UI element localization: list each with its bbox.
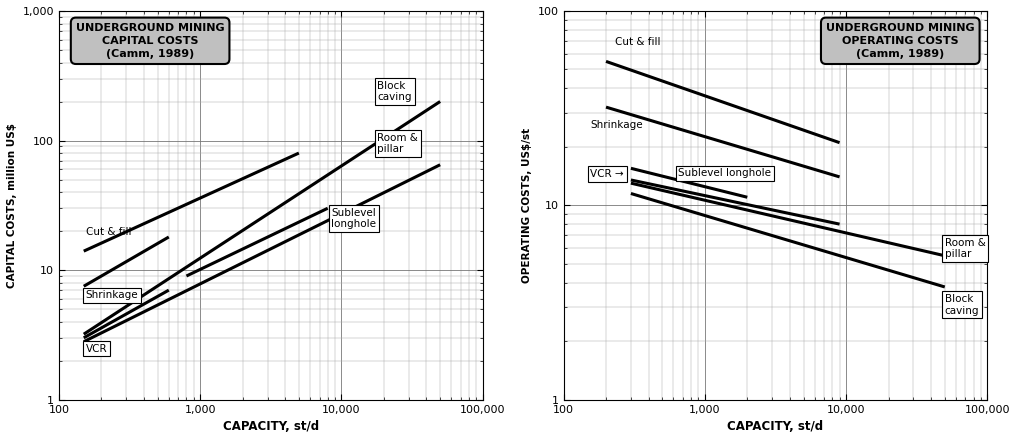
Text: Shrinkage: Shrinkage — [85, 290, 138, 300]
Text: Block
caving: Block caving — [945, 294, 979, 315]
Text: Shrinkage: Shrinkage — [591, 120, 643, 130]
Text: Sublevel
longhole: Sublevel longhole — [332, 208, 376, 229]
Text: Block
caving: Block caving — [377, 81, 412, 102]
Text: Room &
pillar: Room & pillar — [377, 132, 418, 154]
Text: UNDERGROUND MINING
OPERATING COSTS
(Camm, 1989): UNDERGROUND MINING OPERATING COSTS (Camm… — [826, 22, 974, 59]
Y-axis label: OPERATING COSTS, US$/st: OPERATING COSTS, US$/st — [522, 128, 532, 283]
Text: Sublevel longhole: Sublevel longhole — [678, 168, 771, 178]
Text: VCR →: VCR → — [591, 169, 624, 179]
Text: Cut & fill: Cut & fill — [614, 37, 660, 48]
X-axis label: CAPACITY, st/d: CAPACITY, st/d — [727, 420, 824, 433]
Y-axis label: CAPITAL COSTS, million US$: CAPITAL COSTS, million US$ — [7, 123, 17, 288]
Text: UNDERGROUND MINING
CAPITAL COSTS
(Camm, 1989): UNDERGROUND MINING CAPITAL COSTS (Camm, … — [76, 22, 225, 59]
Text: Room &
pillar: Room & pillar — [945, 238, 985, 259]
Text: Cut & fill: Cut & fill — [85, 227, 131, 237]
Text: VCR: VCR — [85, 344, 108, 354]
X-axis label: CAPACITY, st/d: CAPACITY, st/d — [223, 420, 318, 433]
